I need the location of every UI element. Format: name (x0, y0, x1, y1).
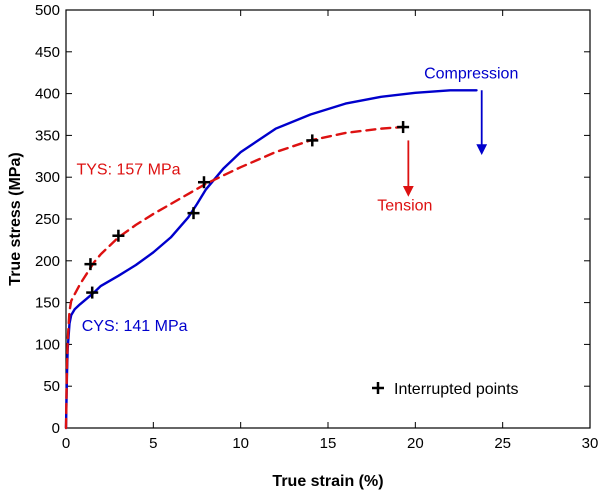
y-tick-label: 300 (35, 169, 60, 186)
y-tick-label: 400 (35, 86, 60, 103)
annotation-label: Compression (424, 66, 518, 83)
y-tick-label: 150 (35, 295, 60, 312)
axis-ticks: 0 5 10 15 20 25 300501001502002503003504004505… (35, 2, 598, 452)
y-tick-label: 0 (52, 420, 60, 437)
x-tick-label: 15 (320, 435, 337, 452)
interrupted-point-tension (306, 134, 319, 147)
tension-curve (64, 125, 405, 430)
y-tick-label: 50 (43, 378, 60, 395)
interrupted-point-tension (397, 121, 410, 134)
x-tick-label: 25 (494, 435, 511, 452)
series-lines (64, 89, 478, 430)
y-tick-label: 250 (35, 211, 60, 228)
y-tick-label: 500 (35, 2, 60, 19)
y-axis-title: True stress (MPa) (7, 152, 24, 285)
legend-marker (372, 382, 384, 394)
compression-curve (64, 89, 478, 430)
y-tick-label: 450 (35, 44, 60, 61)
y-tick-label: 350 (35, 127, 60, 144)
interrupted-point-compression (86, 286, 99, 299)
legend: Interrupted points (372, 381, 519, 398)
x-tick-label: 5 (149, 435, 157, 452)
interrupted-point-tension (112, 229, 125, 242)
interrupted-point-tension (84, 258, 97, 271)
legend-label: Interrupted points (394, 381, 519, 398)
x-tick-label: 30 (582, 435, 599, 452)
interrupted-point-tension (197, 176, 210, 189)
interrupted-points (84, 121, 410, 299)
annotation-label: Tension (377, 198, 432, 215)
annotation-label: CYS: 141 MPa (82, 318, 188, 335)
annotation-label: TYS: 157 MPa (76, 162, 180, 179)
x-axis-title: True strain (%) (272, 473, 383, 490)
interrupted-point-compression (187, 207, 200, 220)
annotations: Compression Tension TYS: 157 MPa CYS: 141 M… (76, 66, 518, 335)
x-tick-label: 10 (232, 435, 249, 452)
x-tick-label: 0 (62, 435, 70, 452)
y-tick-label: 100 (35, 336, 60, 353)
x-tick-label: 20 (407, 435, 424, 452)
y-tick-label: 200 (35, 253, 60, 270)
